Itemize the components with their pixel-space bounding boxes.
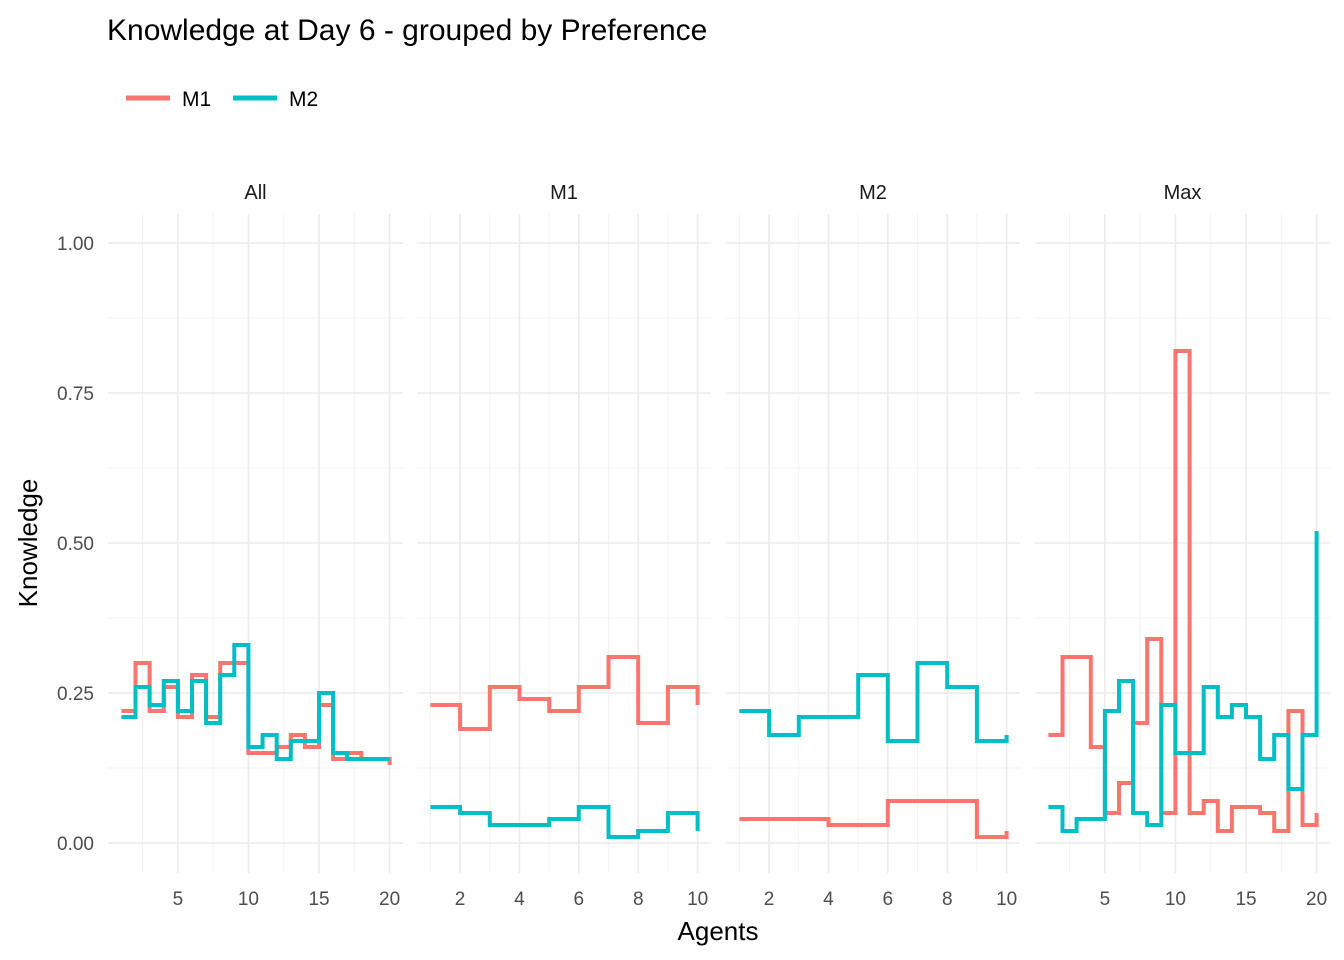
x-tick-label: 4 xyxy=(514,889,525,910)
series-line-m1 xyxy=(739,799,1009,839)
facet-panel-m1: M1 2 4 6 8 10 xyxy=(417,182,711,910)
facet-panels: All 5 10 15 20 M1 2 4 6 8 10 M2 2 4 6 8 10 Max 5 10 15 20 xyxy=(108,182,1330,910)
series-line-m2 xyxy=(121,643,390,761)
x-tick-label: 8 xyxy=(633,889,644,910)
x-tick-label: 4 xyxy=(823,889,834,910)
series-line-m2 xyxy=(430,805,700,839)
facet-strip-label: M1 xyxy=(550,182,578,204)
facet-panel-max: Max 5 10 15 20 xyxy=(1035,182,1330,910)
facet-panel-all: All 5 10 15 20 xyxy=(108,182,403,910)
series-line-m1 xyxy=(430,655,700,731)
series-line-m2 xyxy=(1048,531,1319,833)
legend: M1 M2 xyxy=(126,88,318,111)
facet-strip-label: M2 xyxy=(859,182,887,204)
facet-strip-label: All xyxy=(244,182,266,204)
y-tick-label: 0.75 xyxy=(57,384,94,405)
series-line-m1 xyxy=(121,661,392,765)
x-tick-label: 2 xyxy=(764,889,775,910)
y-tick-label: 0.25 xyxy=(57,684,94,705)
x-tick-label: 5 xyxy=(1100,889,1111,910)
series-line-m2 xyxy=(739,661,1009,743)
y-tick-label: 0.50 xyxy=(57,534,94,555)
x-tick-label: 5 xyxy=(173,889,184,910)
legend-label-m2: M2 xyxy=(289,88,318,111)
y-tick-label: 0.00 xyxy=(57,834,94,855)
x-tick-label: 15 xyxy=(308,889,329,910)
chart-title: Knowledge at Day 6 - grouped by Preferen… xyxy=(107,14,707,47)
facet-strip-label: Max xyxy=(1164,182,1202,204)
x-tick-label: 10 xyxy=(996,889,1017,910)
x-tick-label: 20 xyxy=(1306,889,1327,910)
series-line-m1 xyxy=(1048,349,1319,833)
x-tick-label: 10 xyxy=(687,889,708,910)
y-tick-label: 1.00 xyxy=(57,234,94,255)
facet-panel-m2: M2 2 4 6 8 10 xyxy=(726,182,1020,910)
x-tick-label: 10 xyxy=(1165,889,1186,910)
x-tick-label: 10 xyxy=(238,889,259,910)
x-tick-label: 15 xyxy=(1235,889,1256,910)
x-tick-label: 8 xyxy=(942,889,953,910)
y-axis-title: Knowledge xyxy=(13,479,43,608)
y-axis: 0.00 0.25 0.50 0.75 1.00 xyxy=(57,234,94,855)
legend-label-m1: M1 xyxy=(182,88,211,111)
x-tick-label: 6 xyxy=(574,889,585,910)
x-tick-label: 6 xyxy=(883,889,894,910)
x-tick-label: 20 xyxy=(379,889,400,910)
x-tick-label: 2 xyxy=(455,889,466,910)
x-axis-title: Agents xyxy=(678,916,759,946)
